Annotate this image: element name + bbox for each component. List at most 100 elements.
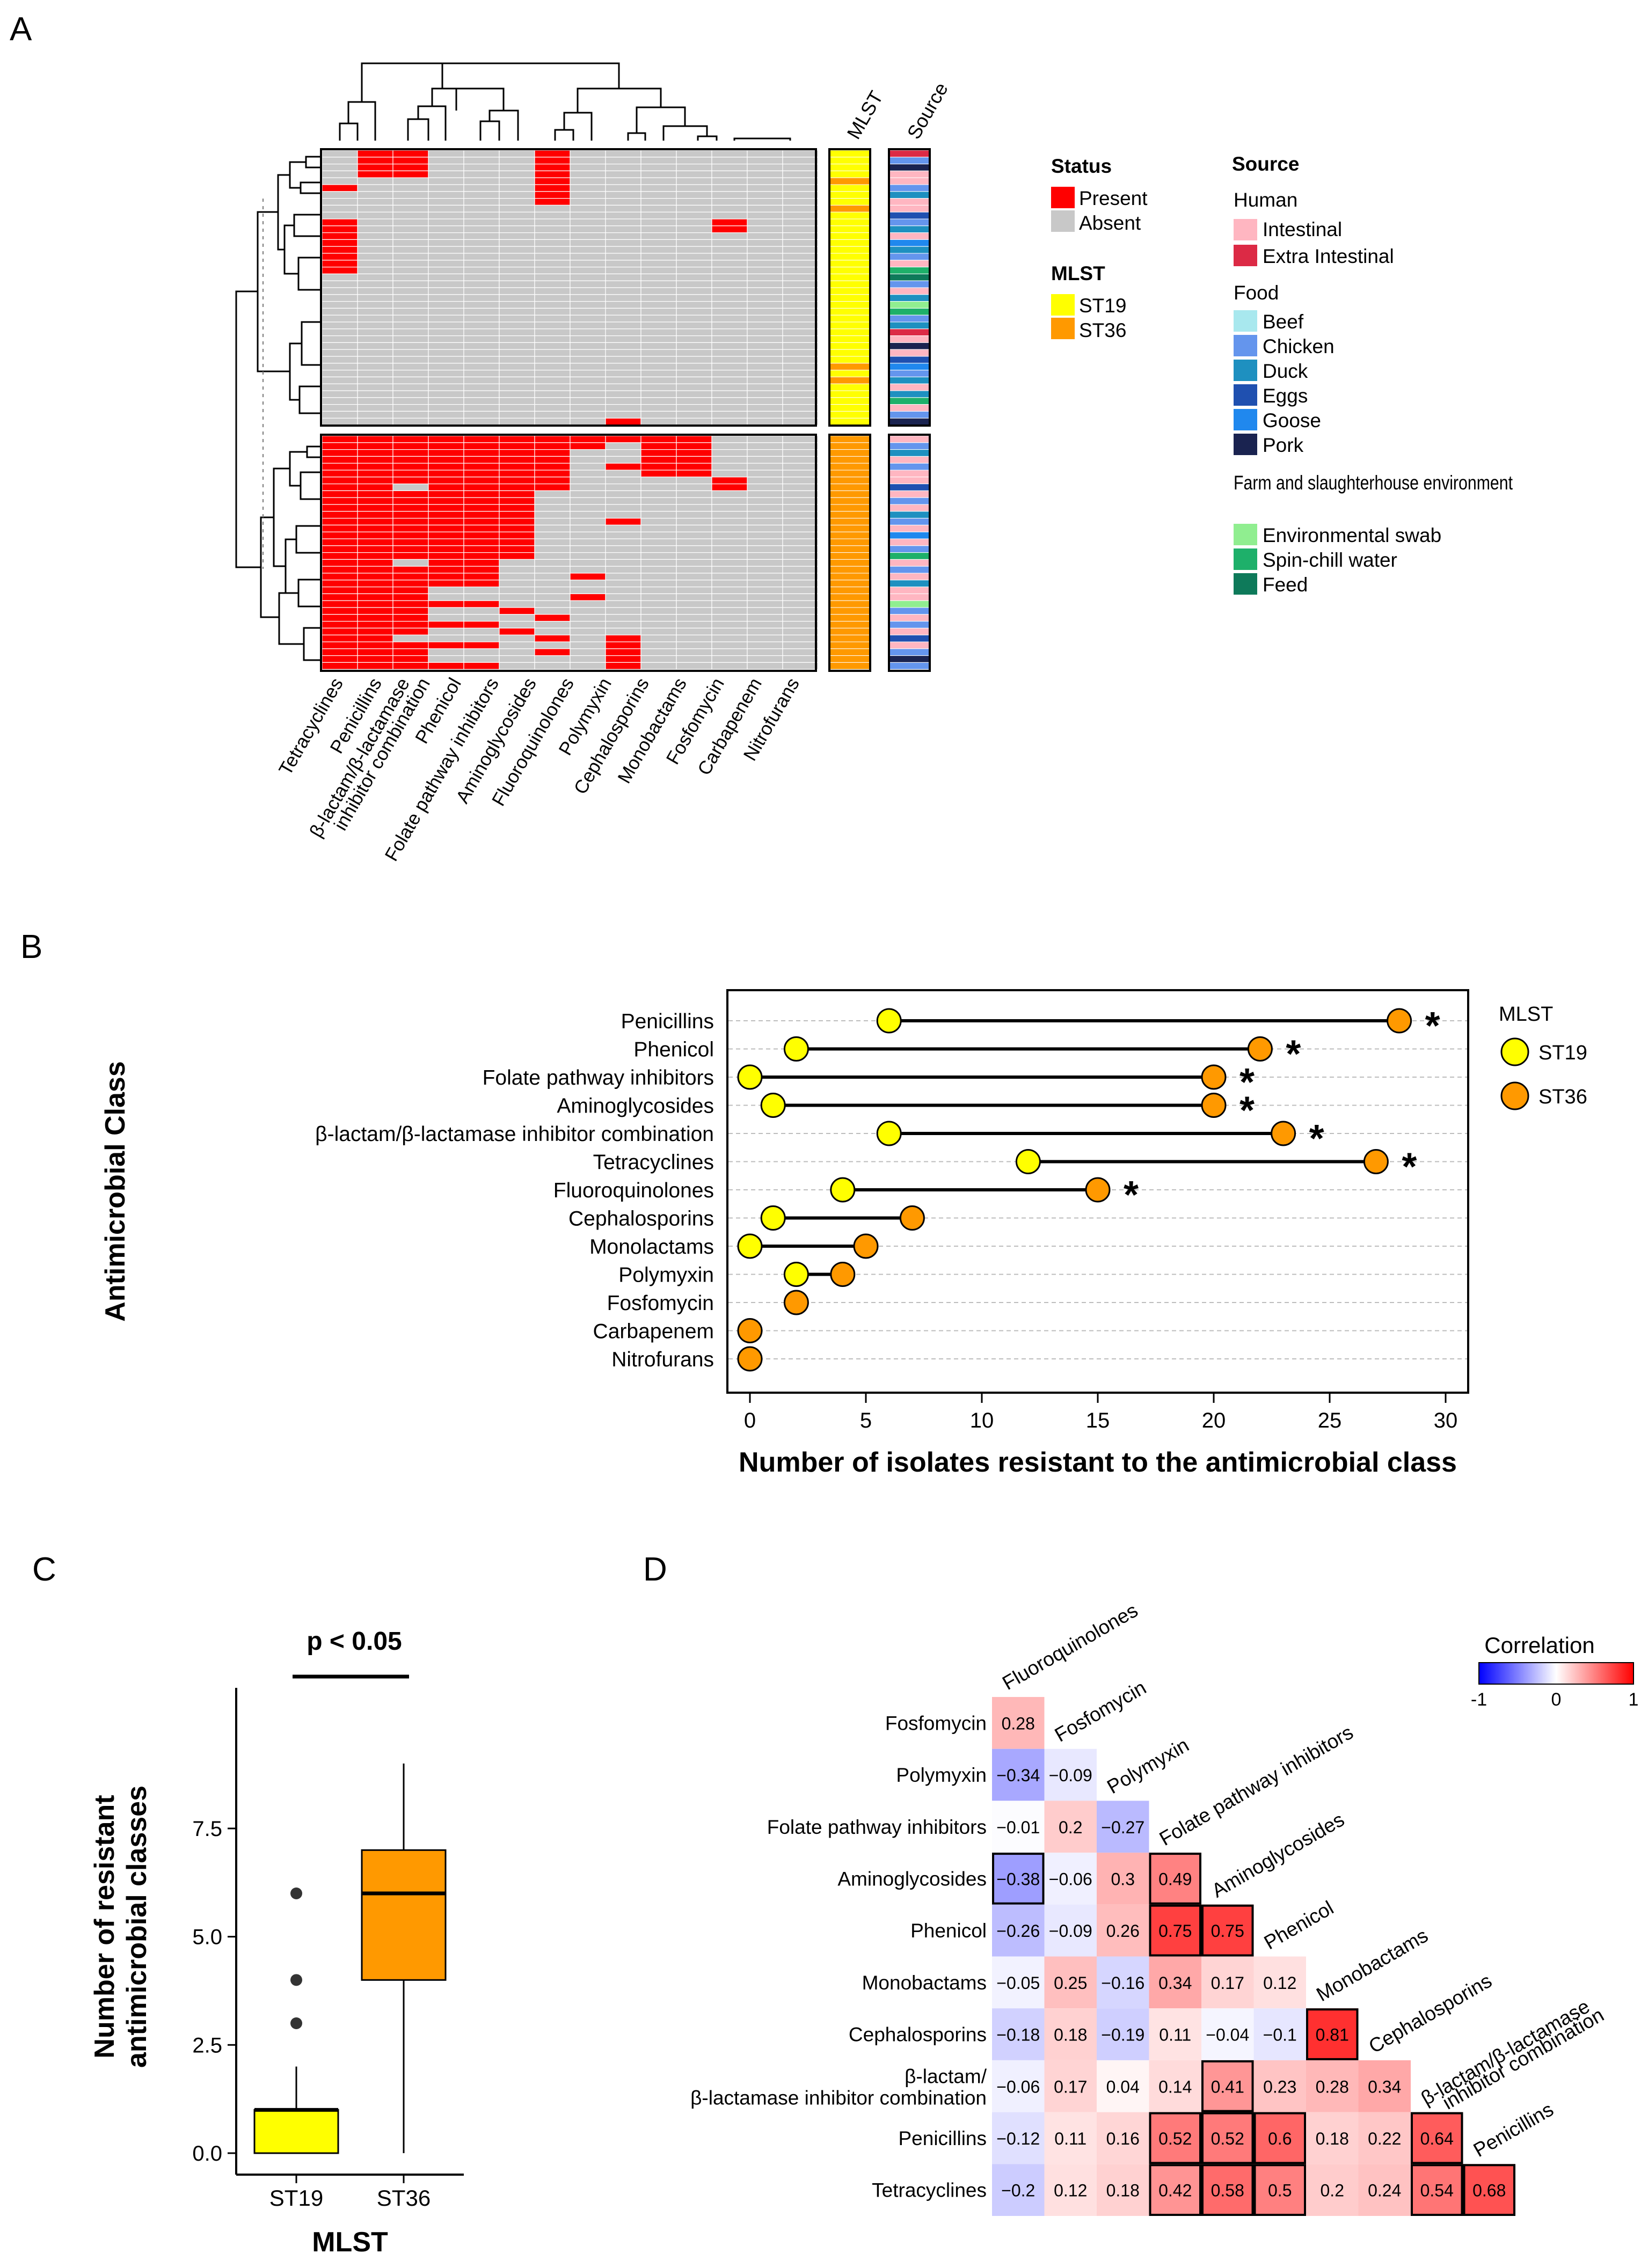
heatmap-cell [534,225,571,233]
heatmap-cell [676,442,712,450]
heatmap-cell [322,470,358,478]
legend-swatch-st36 [1051,318,1075,339]
heatmap-cell [357,308,393,316]
heatmap-cell [711,170,748,178]
correlation-cell [1097,2060,1149,2112]
dumbbell-category-label: β-lactam/β-lactamase inhibitor combinati… [315,1123,714,1146]
heatmap-cell [534,356,571,364]
heatmap-cell [570,383,606,391]
source-cell [888,287,930,295]
heatmap-cell [782,593,819,601]
heatmap-cell [357,490,393,498]
legend-label-st36: ST36 [1079,319,1126,341]
heatmap-cell [428,218,464,226]
dendrogram-branch [407,118,429,141]
panel-letter-b: B [20,928,42,965]
dumbbell-legend-st36-dot [1500,1081,1529,1110]
dendrogram-branch [662,125,708,141]
boxplot-y-tick-label: 2.5 [192,2033,222,2057]
correlation-value: −0.01 [996,1818,1040,1837]
heatmap-cell [499,342,535,350]
heatmap-cell [499,483,535,491]
source-cell [888,470,930,478]
mlst-annotation-strip [828,148,871,672]
dendrogram-branch [300,471,320,500]
dumbbell-point-st36 [1387,1008,1412,1034]
mlst-cell [829,301,871,309]
dendrogram-branch [339,122,359,141]
heatmap-cell [640,239,677,247]
heatmap-cell [605,376,641,384]
heatmap-cell [782,470,819,478]
heatmap-cell [711,456,748,464]
heatmap-cell [640,301,677,309]
source-cell [888,280,930,288]
heatmap-cell [640,191,677,199]
heatmap-cell [605,349,641,357]
source-cell [888,356,930,364]
heatmap-cell [747,463,783,471]
heatmap-cell [322,150,358,158]
heatmap-cell [392,397,429,405]
heatmap-cell [534,335,571,343]
heatmap-cell [428,593,464,601]
heatmap-cell [605,470,641,478]
heatmap-cell [747,545,783,553]
heatmap-cell [499,545,535,553]
source-cell [888,397,930,405]
heatmap-cell [747,308,783,316]
heatmap-cell [676,497,712,505]
correlation-value: 0.12 [1263,1973,1296,1993]
heatmap-cell [392,580,429,588]
correlation-cell [992,1956,1045,2009]
heatmap-cell [676,342,712,350]
heatmap-cell [499,593,535,601]
heatmap-cell [640,211,677,220]
heatmap-cell [322,552,358,560]
mlst-cell [829,614,871,622]
heatmap-cell [499,301,535,309]
heatmap-cell [392,328,429,336]
correlation-value: 0.17 [1054,2077,1087,2096]
heatmap-cell [640,620,677,628]
heatmap-cell [357,390,393,398]
correlation-value: 0.18 [1106,2181,1140,2200]
heatmap-cell [676,314,712,323]
heatmap-cell [782,191,819,199]
dumbbell-point-st19 [783,1262,809,1287]
heatmap-cell [605,442,641,450]
heatmap-cell [428,470,464,478]
correlation-cell [1411,2164,1463,2216]
heatmap-cell [605,177,641,185]
heatmap-cell [392,449,429,457]
heatmap-cell [570,600,606,608]
heatmap-cell [640,260,677,268]
mlst-cell [829,477,871,485]
correlation-cell-highlight [1149,1904,1201,1957]
heatmap-cell [322,566,358,574]
heatmap-cell [747,191,783,199]
heatmap-cell [534,157,571,165]
heatmap-cell [428,531,464,539]
heatmap-cell [357,164,393,172]
heatmap-cell [640,150,677,158]
heatmap-cell [392,586,429,594]
dumbbell-category-label: Fosfomycin [607,1292,714,1315]
heatmap-cell [747,504,783,512]
heatmap-cell [605,641,641,649]
heatmap-cell [322,314,358,323]
correlation-cell [1044,1956,1097,2009]
heatmap-cell [499,477,535,485]
correlation-value: 0.64 [1420,2129,1454,2148]
heatmap-cell [570,607,606,615]
heatmap-cell [428,253,464,261]
heatmap-cell [676,390,712,398]
correlation-value: −0.38 [996,1869,1040,1889]
heatmap-cell [676,411,712,419]
mlst-cell [829,497,871,505]
heatmap-cell [499,524,535,532]
heatmap-cell [570,308,606,316]
heatmap-cell [782,328,819,336]
correlation-cell [992,1748,1045,1801]
correlation-cell [1097,2164,1149,2216]
